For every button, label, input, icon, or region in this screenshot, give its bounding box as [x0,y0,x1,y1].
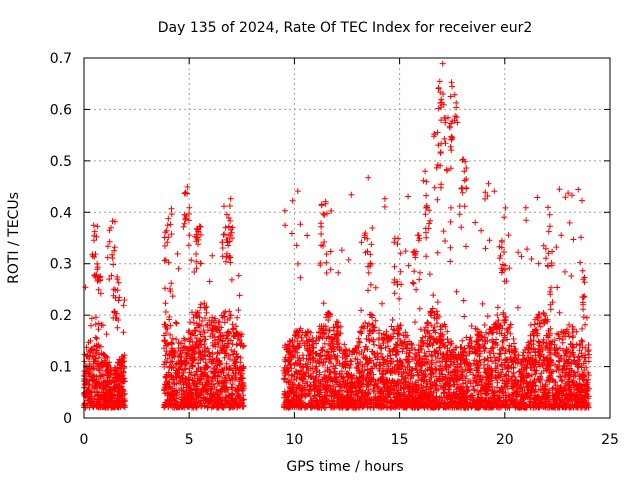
y-tick-label: 0 [63,411,72,427]
y-tick-label: 0.6 [50,102,72,118]
plot-frame [83,57,611,419]
y-tick-label: 0.7 [50,51,72,67]
y-tick-label: 0.3 [50,257,72,273]
x-tick-label: 20 [496,432,514,448]
x-axis-label: GPS time / hours [286,459,403,475]
chart-title: Day 135 of 2024, Rate Of TEC Index for r… [158,20,533,36]
data-points [81,60,592,411]
y-tick-label: 0.4 [50,205,72,221]
x-tick-label: 10 [285,432,303,448]
x-tick-label: 5 [185,432,194,448]
y-axis-label: ROTI / TECUs [6,192,22,284]
roti-point-markers [81,60,592,411]
y-tick-label: 0.5 [50,154,72,170]
x-tick-label: 15 [391,432,409,448]
y-tick-label: 0.1 [50,360,72,376]
y-tick-label: 0.2 [50,308,72,324]
x-tick-label: 25 [601,432,619,448]
axis-ticks: 0 5 10 15 20 25 0 0.1 0.2 0.3 0.4 0.5 0.6 0.7 [50,51,619,448]
x-tick-label: 0 [80,432,89,448]
